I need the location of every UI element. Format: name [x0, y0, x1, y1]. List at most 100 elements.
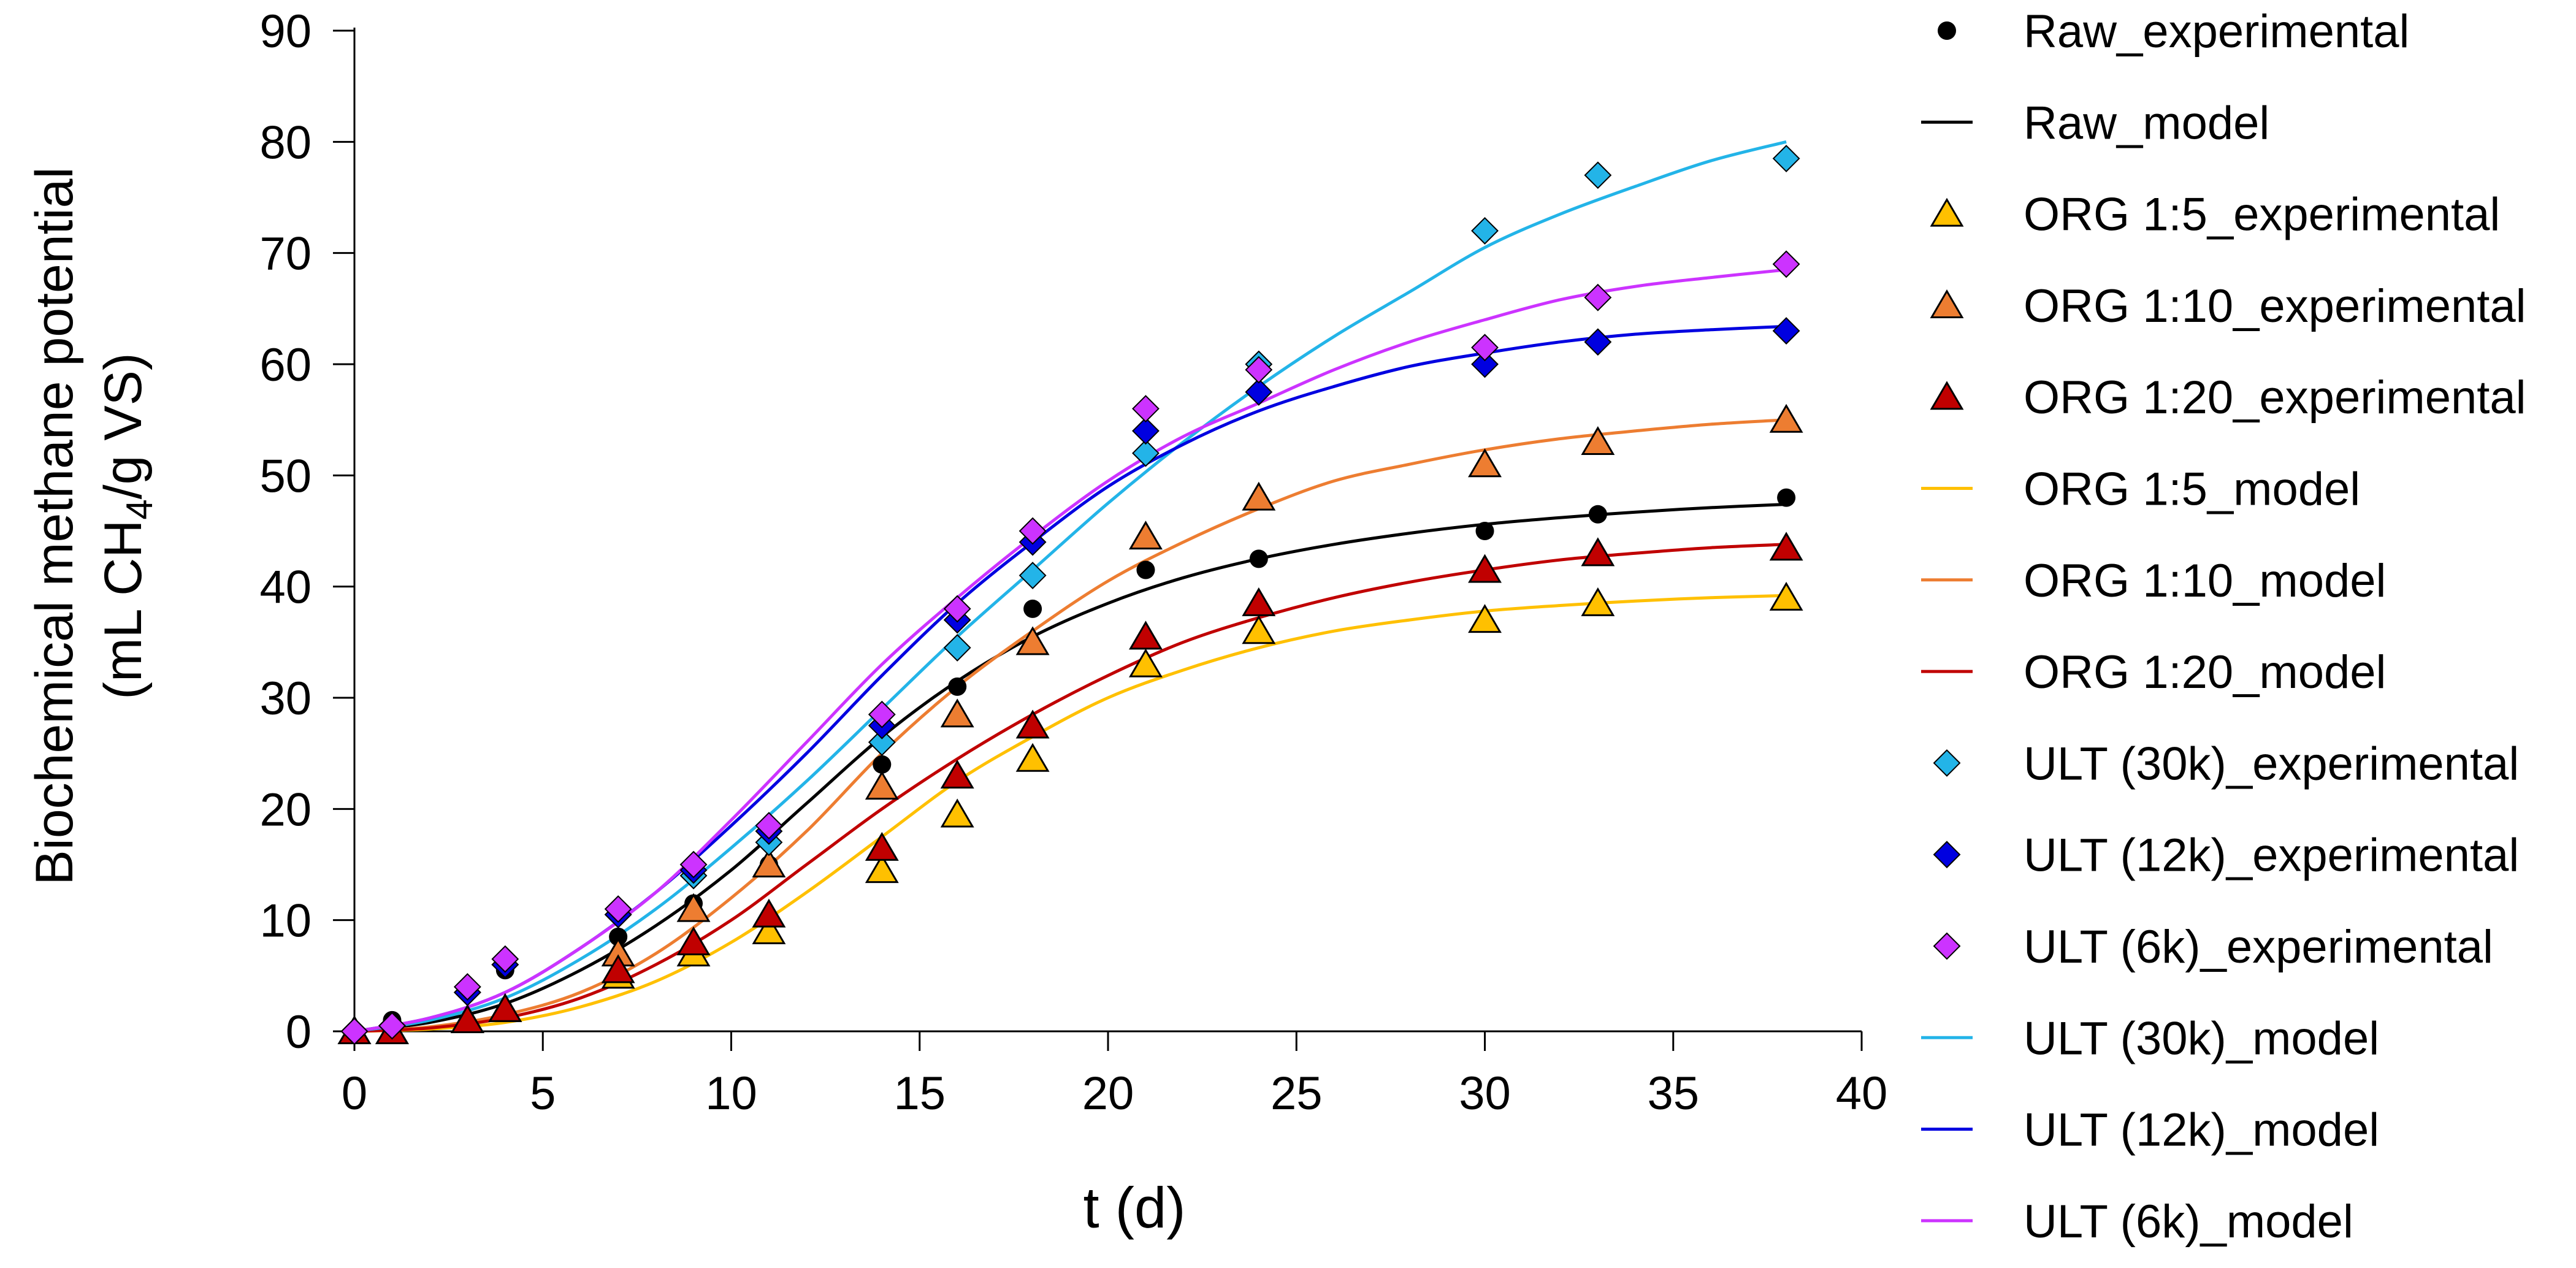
data-point: [1584, 283, 1612, 311]
model-lines-group: [354, 140, 1787, 1033]
data-point: [453, 973, 481, 1001]
x-axis-main: t: [1083, 1175, 1099, 1240]
data-point: [488, 993, 522, 1022]
legend-marker-swatch: [1930, 289, 1964, 318]
y-tick-label: 60: [259, 339, 311, 391]
y-tick-label: 50: [259, 450, 311, 502]
model-line: [354, 594, 1787, 1033]
y-tick-label: 20: [259, 784, 311, 836]
legend: Raw_experimental Raw_model ORG 1:5_experim…: [1921, 6, 2526, 1248]
y-tick-label: 90: [259, 6, 311, 58]
data-point: [1132, 417, 1160, 445]
x-tick-label: 30: [1459, 1067, 1511, 1120]
x-tick-label: 5: [530, 1067, 556, 1120]
data-point: [1471, 350, 1499, 378]
model-line: [354, 418, 1787, 1033]
y-unit-subscript: 4: [119, 499, 160, 519]
model-line: [354, 543, 1787, 1033]
legend-label: ULT (6k)_experimental: [2024, 921, 2493, 973]
x-tick-label: 35: [1647, 1067, 1699, 1120]
data-point: [676, 893, 711, 922]
data-point: [1128, 521, 1163, 550]
model-line: [354, 503, 1787, 1033]
data-point: [340, 1017, 369, 1045]
data-point: [1584, 328, 1612, 356]
data-point: [1581, 537, 1615, 567]
data-point: [1769, 532, 1803, 561]
data-point: [1242, 587, 1276, 616]
data-point: [1468, 448, 1502, 478]
data-point: [1468, 554, 1502, 583]
y-axis-unit-label: (mL CH4/g VS): [94, 353, 160, 699]
y-tick-label: 70: [259, 228, 311, 280]
legend-marker-swatch: [1930, 197, 1964, 227]
model-line: [354, 268, 1787, 1033]
data-point: [1128, 621, 1163, 650]
data-point: [1128, 648, 1163, 678]
data-point: [1015, 743, 1050, 772]
model-line: [354, 324, 1787, 1033]
data-point: [1019, 562, 1047, 589]
x-axis-label: t (d): [1083, 1175, 1185, 1240]
data-point: [1772, 250, 1800, 278]
data-point: [1581, 587, 1615, 616]
y-tick-label: 40: [259, 562, 311, 614]
legend-label: ULT (12k)_model: [2024, 1104, 2379, 1156]
data-point: [1581, 426, 1615, 455]
data-point: [1015, 626, 1050, 655]
x-tick-label: 25: [1271, 1067, 1323, 1120]
data-point: [1777, 488, 1796, 507]
legend-label: ORG 1:10_model: [2024, 555, 2386, 607]
data-point: [1132, 395, 1160, 422]
data-point: [604, 895, 632, 923]
data-point: [1132, 439, 1160, 467]
data-point: [752, 849, 786, 878]
legend-label: ORG 1:5_model: [2024, 464, 2360, 516]
data-point: [752, 898, 786, 928]
data-point: [1242, 615, 1276, 644]
legend-label: ULT (6k)_model: [2024, 1196, 2353, 1248]
data-point: [601, 954, 635, 983]
data-point: [755, 812, 783, 839]
data-point: [1772, 145, 1800, 172]
legend-marker-swatch: [1933, 932, 1961, 960]
markers-group: [337, 145, 1803, 1045]
x-tick-label: 15: [893, 1067, 946, 1120]
data-point: [1245, 378, 1273, 406]
data-point: [943, 595, 971, 623]
x-tick-label: 20: [1082, 1067, 1134, 1120]
data-point: [1468, 604, 1502, 633]
x-axis-unit: (d): [1099, 1175, 1186, 1240]
data-point: [1019, 517, 1047, 545]
legend-label: ORG 1:5_experimental: [2024, 189, 2500, 241]
data-point: [1471, 216, 1499, 245]
data-point: [868, 700, 896, 728]
data-point: [940, 798, 974, 828]
legend-label: ULT (30k)_experimental: [2024, 738, 2519, 790]
y-tick-label: 0: [286, 1006, 311, 1058]
data-point: [1769, 403, 1803, 433]
data-point: [1249, 549, 1268, 568]
axes-group: 0 10 20 30 40 50 60 70 80 90 0 5 10 15 20 25 30 35 40: [259, 6, 1887, 1120]
x-tick-label: 40: [1836, 1067, 1888, 1120]
data-point: [491, 945, 519, 973]
x-tick-label: 0: [342, 1067, 367, 1120]
data-point: [865, 831, 899, 861]
data-point: [609, 927, 628, 946]
x-tick-label: 10: [705, 1067, 757, 1120]
legend-label: ORG 1:20_experimental: [2024, 372, 2526, 424]
data-point: [450, 1004, 484, 1033]
data-point: [873, 755, 892, 774]
y-axis-label: Biochemical methane potential: [25, 167, 84, 885]
legend-label: ULT (12k)_experimental: [2024, 830, 2519, 882]
data-point: [865, 854, 899, 884]
data-point: [752, 915, 786, 944]
legend-marker-swatch: [1938, 21, 1956, 40]
data-point: [1242, 481, 1276, 511]
data-point: [1769, 581, 1803, 611]
data-point: [865, 771, 899, 800]
data-point: [1584, 161, 1612, 189]
data-point: [676, 926, 711, 955]
legend-marker-swatch: [1933, 749, 1961, 777]
